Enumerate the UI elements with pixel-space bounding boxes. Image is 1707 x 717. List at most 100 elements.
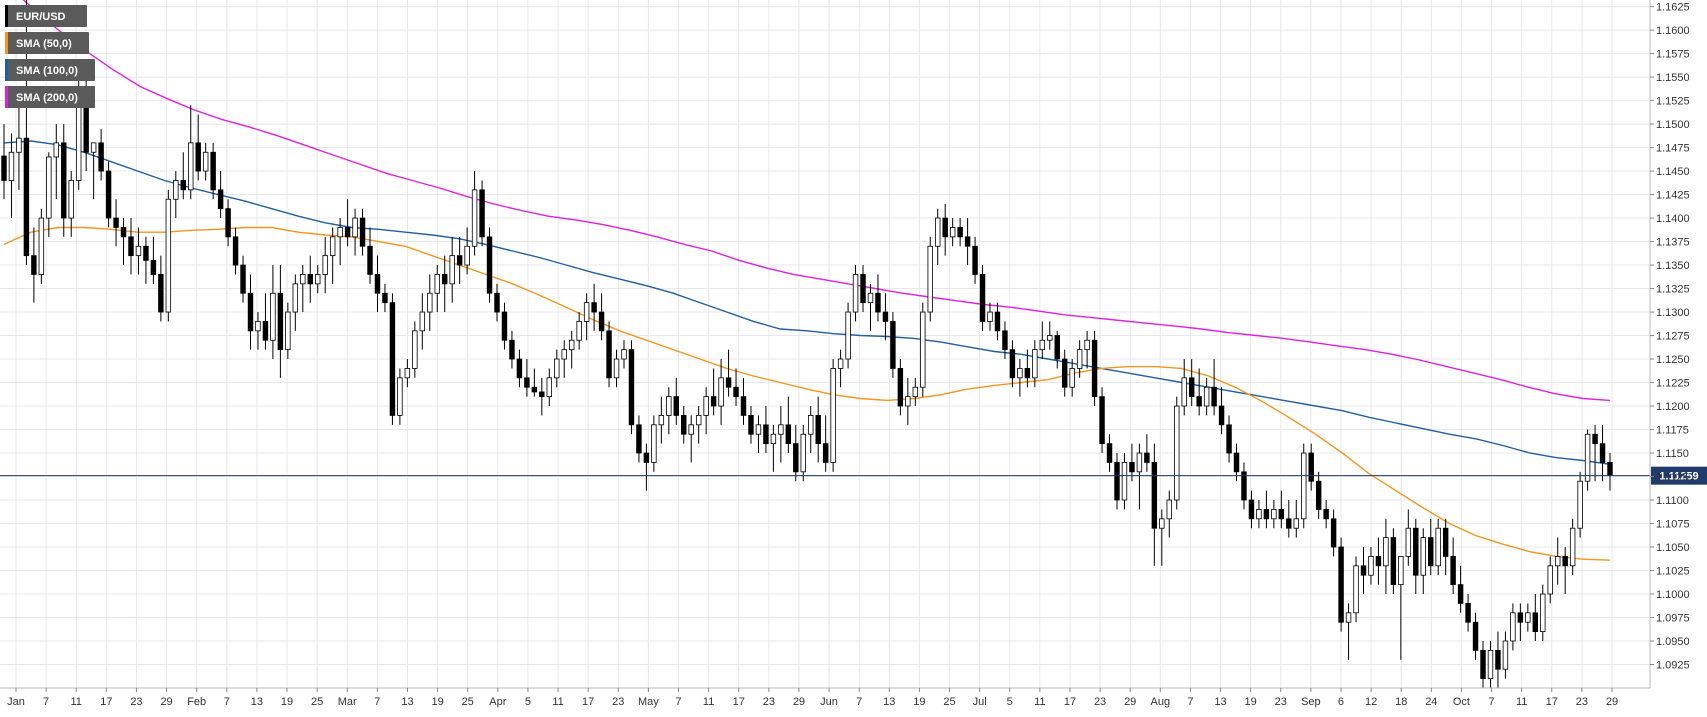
- candle-body: [1181, 377, 1187, 407]
- candle-body: [449, 255, 455, 285]
- last-price-tag: [1651, 466, 1707, 485]
- x-tick-label: Apr: [489, 696, 506, 708]
- candle-body: [344, 227, 351, 238]
- y-tick-label: 1.1000: [1656, 589, 1690, 601]
- y-tick-label: 1.1575: [1656, 49, 1690, 61]
- x-tick-label: 12: [1365, 696, 1377, 708]
- x-tick-label: 29: [793, 696, 805, 708]
- y-tick-label: 1.1075: [1656, 519, 1690, 531]
- candle: [61, 124, 67, 237]
- candle: [1554, 537, 1561, 585]
- x-tick-label: 5: [525, 696, 531, 708]
- candle: [1510, 603, 1516, 651]
- candle: [748, 406, 754, 444]
- candle-body: [68, 180, 74, 219]
- candle-body: [1241, 471, 1247, 501]
- x-tick-label: 19: [281, 696, 293, 708]
- legend-swatch: [5, 32, 8, 54]
- y-tick-label: 1.1550: [1656, 72, 1690, 84]
- candle-body: [912, 386, 919, 398]
- candle: [1278, 490, 1285, 529]
- candle-body: [456, 255, 463, 266]
- candle-body: [905, 396, 911, 407]
- x-tick-label: 23: [612, 696, 624, 708]
- x-tick-label: 19: [431, 696, 443, 708]
- candle-body: [471, 189, 478, 247]
- candle: [1084, 330, 1090, 369]
- x-tick-label: 13: [1214, 696, 1226, 708]
- candle: [38, 208, 45, 284]
- x-tick-label: Oct: [1453, 696, 1470, 708]
- x-tick-label: Mar: [338, 696, 357, 708]
- candle-body: [1054, 335, 1060, 360]
- candle: [135, 227, 142, 275]
- x-tick-label: 5: [1007, 696, 1013, 708]
- candle-body: [1315, 480, 1322, 510]
- candle: [1547, 556, 1553, 604]
- candle: [307, 255, 313, 303]
- candle: [875, 274, 881, 322]
- x-tick-label: 17: [1064, 696, 1076, 708]
- candle: [554, 349, 560, 388]
- candle-body: [718, 377, 724, 407]
- candle-body: [837, 358, 844, 369]
- candle: [837, 349, 844, 388]
- x-tick-label: 11: [1034, 696, 1045, 708]
- legend-label: SMA (100,0): [16, 65, 78, 77]
- candle: [158, 255, 164, 322]
- candle-body: [1532, 612, 1539, 633]
- candle: [1577, 471, 1583, 538]
- candle-body: [38, 217, 45, 275]
- candle: [262, 293, 269, 350]
- candle: [1106, 434, 1113, 472]
- y-tick-label: 1.1400: [1656, 213, 1690, 225]
- candle-body: [949, 227, 956, 238]
- y-tick-label: 1.1050: [1656, 542, 1690, 554]
- candle: [1308, 443, 1314, 491]
- candle-body: [1203, 386, 1210, 407]
- candle: [1457, 565, 1464, 613]
- candle: [509, 330, 515, 369]
- candle-body: [1017, 368, 1023, 379]
- candle: [845, 302, 851, 369]
- candle-body: [270, 292, 276, 341]
- candle: [1315, 471, 1322, 519]
- candle: [815, 396, 821, 463]
- x-tick-label: 13: [251, 696, 263, 708]
- candle: [352, 208, 358, 256]
- candle: [1159, 509, 1165, 566]
- candle: [1487, 641, 1494, 688]
- candle-body: [927, 245, 933, 313]
- x-tick-label: 25: [311, 696, 323, 708]
- x-tick-label: 29: [1606, 696, 1618, 708]
- y-tick-label: 1.1300: [1656, 307, 1690, 319]
- candle-body: [120, 227, 127, 238]
- candle: [479, 180, 485, 247]
- candle: [613, 349, 620, 388]
- x-tick-label: 23: [130, 696, 142, 708]
- candle-body: [1569, 527, 1576, 567]
- candle: [412, 321, 418, 378]
- candle: [710, 368, 717, 416]
- candle-body: [240, 264, 246, 294]
- candle: [1540, 584, 1546, 642]
- candle-body: [1144, 452, 1150, 463]
- candle-body: [307, 274, 313, 285]
- candle-body: [255, 321, 261, 332]
- candle-body: [300, 274, 306, 285]
- candle: [808, 406, 814, 454]
- candle-body: [90, 142, 97, 153]
- candle: [1136, 443, 1143, 510]
- candle-body: [285, 311, 291, 351]
- candle-body: [673, 396, 679, 416]
- candle-body: [815, 415, 821, 445]
- legend-label: SMA (50,0): [16, 38, 72, 50]
- x-tick-label: Jan: [7, 696, 25, 708]
- candle-body: [277, 292, 284, 351]
- x-tick-label: 25: [462, 696, 474, 708]
- candle: [688, 415, 694, 463]
- candle: [1360, 547, 1367, 595]
- candle: [501, 302, 508, 350]
- candle: [1517, 603, 1524, 642]
